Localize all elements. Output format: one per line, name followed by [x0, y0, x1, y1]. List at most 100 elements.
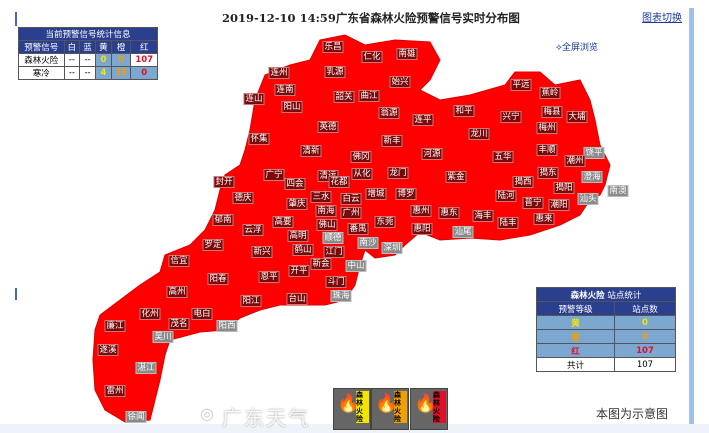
- region-label[interactable]: 始兴: [389, 76, 411, 88]
- region-label[interactable]: 顺德: [322, 232, 344, 244]
- region-label[interactable]: 新丰: [381, 135, 403, 147]
- region-label[interactable]: 郁南: [212, 214, 234, 226]
- region-label[interactable]: 翁源: [378, 107, 400, 119]
- region-label[interactable]: 徐闻: [125, 411, 147, 423]
- region-label[interactable]: 遂溪: [97, 344, 119, 356]
- region-label[interactable]: 封开: [213, 176, 235, 188]
- region-label[interactable]: 曲江: [358, 90, 380, 102]
- region-label[interactable]: 惠州: [410, 205, 432, 217]
- region-label[interactable]: 连南: [274, 84, 296, 96]
- region-label[interactable]: 怀集: [248, 133, 270, 145]
- table-row[interactable]: 森林火险 -- -- 0 0 107: [18, 53, 158, 67]
- region-label[interactable]: 英德: [317, 121, 339, 133]
- region-label[interactable]: 澄海: [581, 171, 603, 183]
- region-label[interactable]: 新会: [310, 258, 332, 270]
- region-label[interactable]: 中山: [345, 260, 367, 272]
- region-label[interactable]: 茂名: [168, 318, 190, 330]
- region-label[interactable]: 吴川: [152, 331, 174, 343]
- table-row[interactable]: 寒冷 -- -- 4 29 0: [18, 66, 158, 80]
- region-label[interactable]: 惠来: [533, 213, 555, 225]
- region-label[interactable]: 阳西: [216, 320, 238, 332]
- region-label[interactable]: 仁化: [361, 51, 383, 63]
- region-label[interactable]: 深圳: [381, 242, 403, 254]
- region-label[interactable]: 廉江: [104, 320, 126, 332]
- region-label[interactable]: 阳山: [281, 101, 303, 113]
- region-label[interactable]: 南海: [315, 205, 337, 217]
- region-label[interactable]: 河源: [421, 148, 443, 160]
- region-label[interactable]: 海丰: [472, 210, 494, 222]
- region-label[interactable]: 和平: [453, 105, 475, 117]
- region-label[interactable]: 佛山: [316, 219, 338, 231]
- fullscreen-button[interactable]: ⟡全屏浏览: [556, 40, 598, 53]
- region-label[interactable]: 梅州: [536, 122, 558, 134]
- region-label[interactable]: 东莞: [374, 216, 396, 228]
- region-label[interactable]: 揭阳: [553, 182, 575, 194]
- region-label[interactable]: 高明: [287, 230, 309, 242]
- region-label[interactable]: 恩平: [258, 271, 280, 283]
- region-label[interactable]: 番禺: [347, 223, 369, 235]
- region-label[interactable]: 乐昌: [322, 41, 344, 53]
- region-label[interactable]: 韶关: [333, 91, 355, 103]
- region-label[interactable]: 罗定: [202, 239, 224, 251]
- region-label[interactable]: 化州: [139, 308, 161, 320]
- region-label[interactable]: 珠海: [330, 290, 352, 302]
- region-label[interactable]: 雷州: [104, 385, 126, 397]
- region-label[interactable]: 鹤山: [292, 244, 314, 256]
- region-label[interactable]: 紫金: [445, 171, 467, 183]
- region-label[interactable]: 连州: [268, 67, 290, 79]
- region-label[interactable]: 肇庆: [286, 198, 308, 210]
- scrollbar[interactable]: [689, 8, 694, 433]
- chart-switch-link[interactable]: 图表切换: [642, 13, 682, 24]
- region-label[interactable]: 龙川: [468, 128, 490, 140]
- region-label[interactable]: 大埔: [566, 111, 588, 123]
- region-label[interactable]: 增城: [365, 188, 387, 200]
- region-label[interactable]: 揭西: [512, 176, 534, 188]
- region-label[interactable]: 阳江: [240, 295, 262, 307]
- region-label[interactable]: 平远: [510, 79, 532, 91]
- region-label[interactable]: 高要: [272, 216, 294, 228]
- region-label[interactable]: 清新: [300, 145, 322, 157]
- region-label[interactable]: 信宜: [168, 255, 190, 267]
- region-label[interactable]: 饶平: [583, 147, 605, 159]
- region-label[interactable]: 南雄: [396, 48, 418, 60]
- region-label[interactable]: 兴宁: [500, 111, 522, 123]
- region-label[interactable]: 开平: [288, 265, 310, 277]
- region-label[interactable]: 德庆: [232, 192, 254, 204]
- region-label[interactable]: 白云: [340, 193, 362, 205]
- region-label[interactable]: 龙门: [387, 167, 409, 179]
- region-label[interactable]: 汕头: [577, 193, 599, 205]
- region-label[interactable]: 三水: [310, 191, 332, 203]
- region-label[interactable]: 惠阳: [411, 223, 433, 235]
- region-label[interactable]: 斗门: [325, 276, 347, 288]
- region-label[interactable]: 陆丰: [497, 217, 519, 229]
- region-label[interactable]: 蕉岭: [539, 87, 561, 99]
- region-label[interactable]: 阳春: [207, 273, 229, 285]
- region-label[interactable]: 广宁: [263, 169, 285, 181]
- region-label[interactable]: 佛冈: [350, 151, 372, 163]
- region-label[interactable]: 揭东: [537, 167, 559, 179]
- region-label[interactable]: 汕尾: [452, 226, 474, 238]
- region-label[interactable]: 从化: [351, 168, 373, 180]
- region-label[interactable]: 花都: [328, 176, 350, 188]
- region-label[interactable]: 高州: [166, 286, 188, 298]
- region-label[interactable]: 台山: [286, 293, 308, 305]
- region-label[interactable]: 潮州: [564, 155, 586, 167]
- region-label[interactable]: 梅县: [541, 106, 563, 118]
- region-label[interactable]: 南澳: [607, 185, 629, 197]
- region-label[interactable]: 连平: [412, 114, 434, 126]
- region-label[interactable]: 五华: [492, 151, 514, 163]
- region-label[interactable]: 四会: [284, 178, 306, 190]
- region-label[interactable]: 潮阳: [548, 199, 570, 211]
- region-label[interactable]: 陆河: [495, 190, 517, 202]
- region-label[interactable]: 新兴: [251, 246, 273, 258]
- region-label[interactable]: 湛江: [135, 362, 157, 374]
- region-label[interactable]: 普宁: [522, 197, 544, 209]
- region-label[interactable]: 南沙: [357, 237, 379, 249]
- region-label[interactable]: 博罗: [395, 188, 417, 200]
- region-label[interactable]: 乳源: [324, 66, 346, 78]
- region-label[interactable]: 电白: [191, 308, 213, 320]
- region-label[interactable]: 丰顺: [536, 144, 558, 156]
- region-label[interactable]: 江门: [323, 246, 345, 258]
- region-label[interactable]: 云浮: [242, 224, 264, 236]
- region-label[interactable]: 连山: [243, 93, 265, 105]
